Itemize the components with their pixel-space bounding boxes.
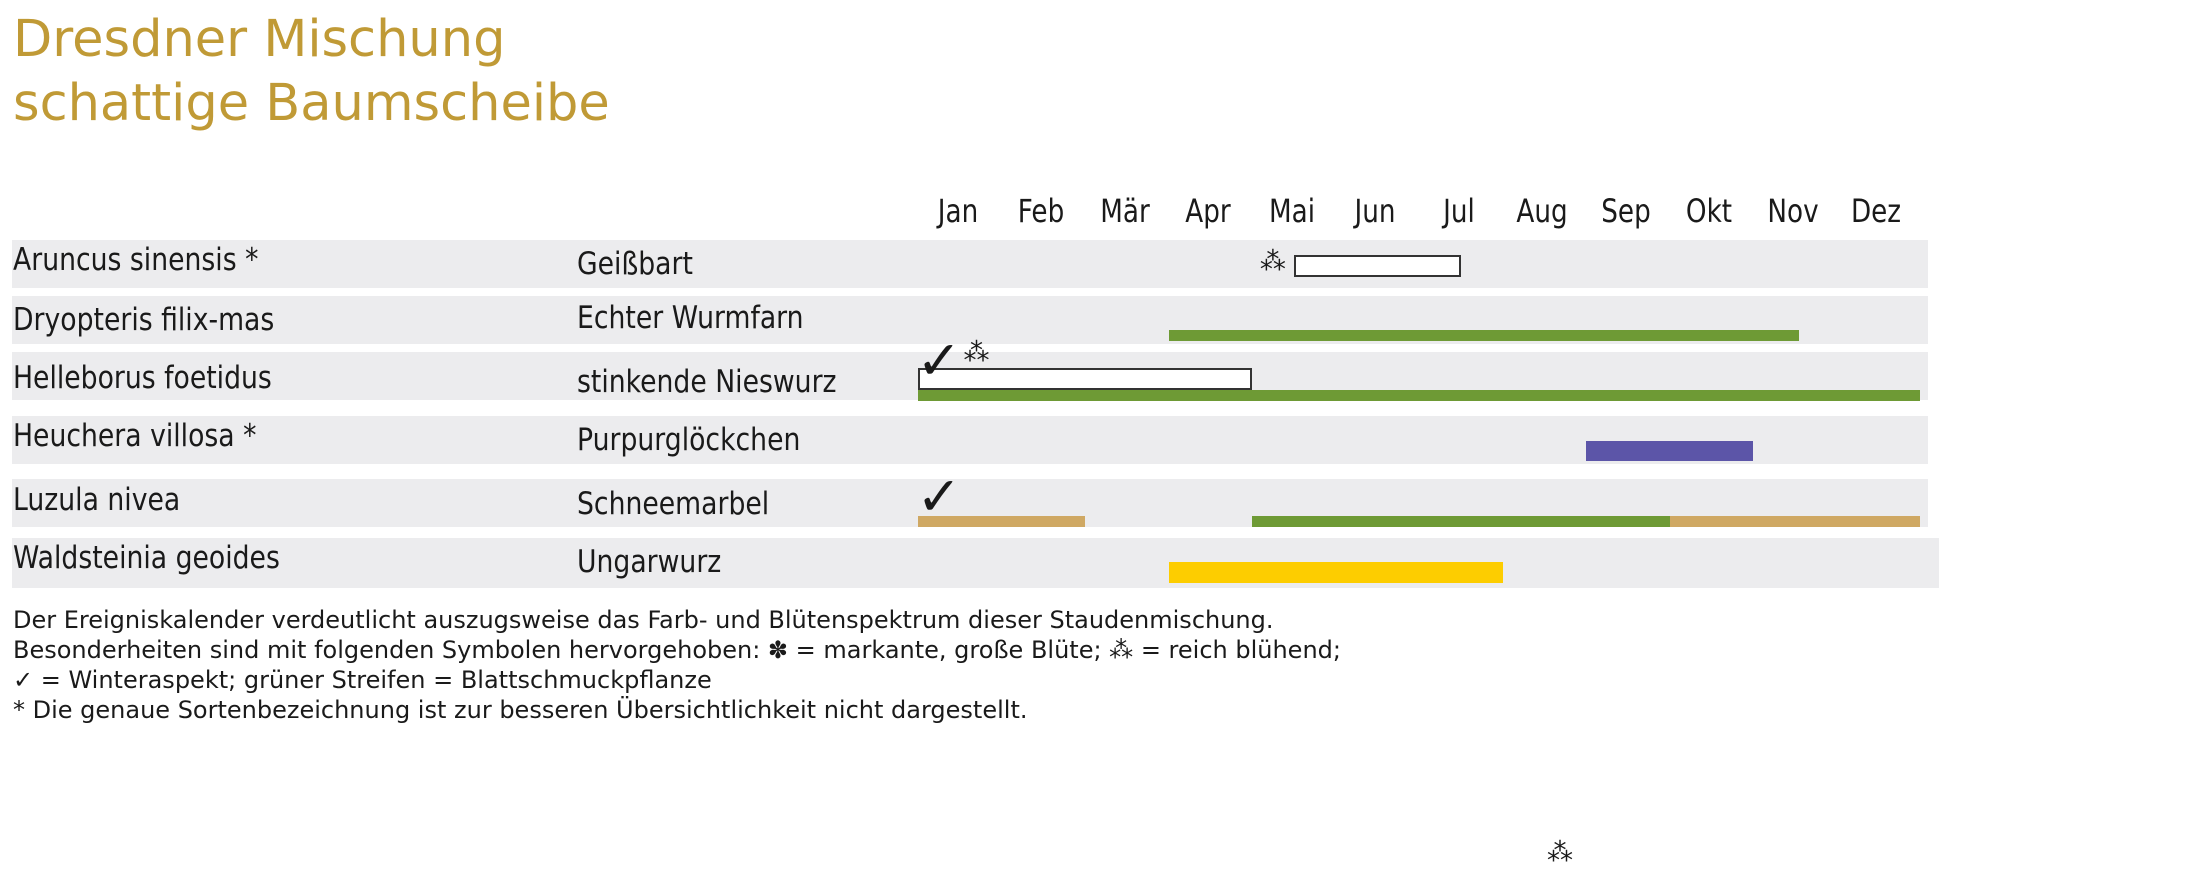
month-label: Dez	[1851, 192, 1902, 230]
winteraspekt-check-icon: ✓	[916, 329, 962, 392]
month-label: Mai	[1268, 192, 1315, 230]
month-label: Okt	[1686, 192, 1733, 230]
reich-bluehend-icon: ⁂	[963, 338, 990, 368]
month-label: Aug	[1516, 192, 1568, 230]
month-label: Feb	[1018, 192, 1065, 230]
month-label: Sep	[1601, 192, 1651, 230]
plant-german-name: Geißbart	[577, 246, 693, 282]
legend-note: Der Ereigniskalender verdeutlicht auszug…	[13, 605, 1341, 725]
month-label: Mär	[1099, 192, 1150, 230]
month-label: Apr	[1185, 192, 1231, 230]
page-title: Dresdner Mischung schattige Baumscheibe	[13, 8, 610, 136]
chart-row-background	[12, 538, 1939, 588]
plant-german-name: stinkende Nieswurz	[577, 364, 837, 400]
stray-reich-bluehend-icon: ⁂	[1547, 838, 1573, 868]
chart-bar-flower	[1168, 562, 1503, 583]
chart-bar-flower	[918, 368, 1252, 390]
chart-bar-foliage	[1168, 330, 1799, 341]
chart-bar-flower	[1293, 255, 1461, 277]
plant-latin-name: Aruncus sinensis *	[13, 242, 259, 278]
legend-line-2: Besonderheiten sind mit folgenden Symbol…	[13, 636, 1341, 664]
plant-latin-name: Luzula nivea	[13, 482, 181, 518]
chart-bar-winter	[918, 516, 1085, 527]
chart-row-background	[12, 240, 1928, 288]
month-label: Nov	[1767, 192, 1819, 230]
legend-line-1: Der Ereigniskalender verdeutlicht auszug…	[13, 606, 1274, 634]
plant-latin-name: Heuchera villosa *	[13, 418, 257, 454]
month-label: Jan	[937, 192, 978, 230]
plant-latin-name: Helleborus foetidus	[13, 360, 272, 396]
plant-latin-name: Waldsteinia geoides	[13, 540, 280, 576]
legend-line-4: * Die genaue Sortenbezeichnung ist zur b…	[13, 696, 1028, 724]
chart-bar-foliage	[918, 390, 1920, 401]
title-line-1: Dresdner Mischung	[13, 10, 506, 69]
plant-latin-name: Dryopteris filix-mas	[13, 302, 275, 338]
chart-bar-winter	[1669, 516, 1920, 527]
plant-german-name: Purpurglöckchen	[577, 422, 801, 458]
month-label: Jun	[1354, 192, 1396, 230]
chart-bar-flower	[1586, 441, 1753, 461]
title-line-2: schattige Baumscheibe	[13, 74, 610, 133]
chart-bar-foliage	[1252, 516, 1670, 527]
plant-german-name: Ungarwurz	[577, 544, 722, 580]
month-label: Jul	[1442, 192, 1475, 230]
winteraspekt-check-icon: ✓	[916, 465, 962, 528]
reich-bluehend-icon: ⁂	[1259, 247, 1286, 277]
plant-german-name: Echter Wurmfarn	[577, 300, 804, 336]
legend-line-3: ✓ = Winteraspekt; grüner Streifen = Blat…	[13, 666, 712, 694]
plant-german-name: Schneemarbel	[577, 486, 770, 522]
